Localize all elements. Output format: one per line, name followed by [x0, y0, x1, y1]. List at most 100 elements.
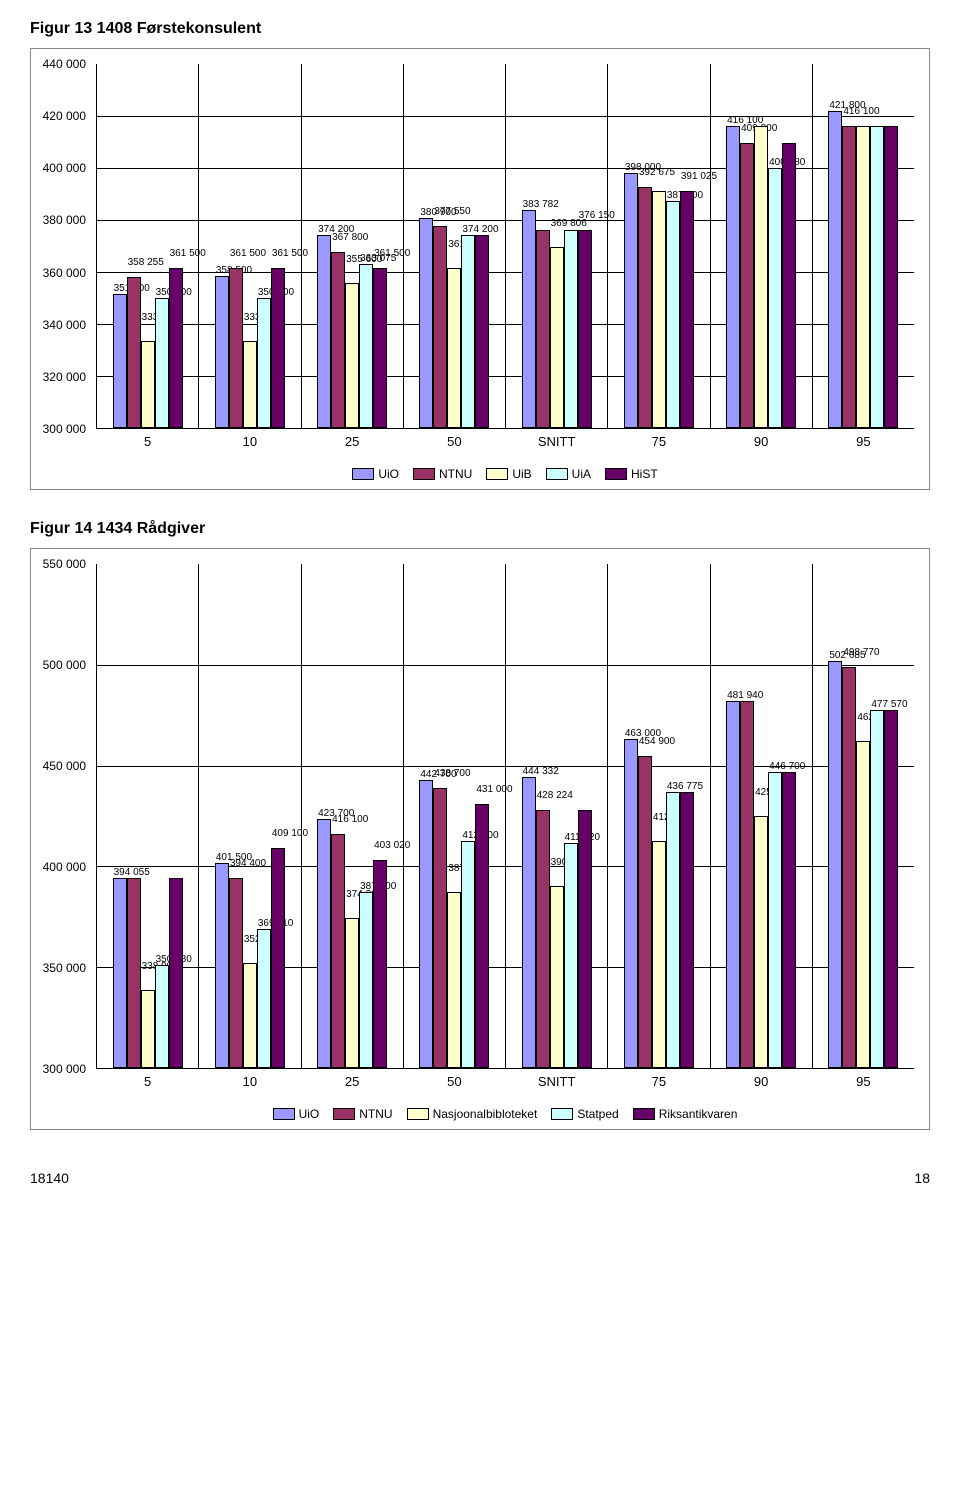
bar: 498 770 [842, 667, 856, 1068]
bar: 361 500 [447, 268, 461, 428]
bar: 333 400 [141, 341, 155, 428]
bar: 400 080 [768, 168, 782, 428]
legend-label: UiO [378, 467, 399, 481]
chart-2: 394 055338 900350 8805401 500394 400352 … [30, 548, 930, 1130]
bar [856, 126, 870, 428]
category-group: 398 000392 675387 500391 02575 [608, 64, 710, 428]
category-label: 5 [97, 428, 198, 449]
bar: 355 600 [345, 283, 359, 428]
bar: 409 100 [271, 848, 285, 1068]
category-label: 50 [404, 428, 505, 449]
y-axis-label: 450 000 [31, 759, 91, 773]
bar-value-label: 383 782 [523, 199, 559, 210]
bar: 463 000 [624, 739, 638, 1068]
bar: 438 700 [433, 788, 447, 1068]
bar-value-label: 374 200 [462, 224, 498, 235]
legend-label: Statped [577, 1107, 618, 1121]
legend-swatch [605, 468, 627, 480]
y-axis-label: 340 000 [31, 318, 91, 332]
category-label: 10 [199, 428, 300, 449]
category-group: 502 085498 770462 185477 57095 [813, 564, 914, 1068]
bar [884, 710, 898, 1068]
bar: 374 200 [345, 918, 359, 1068]
bar [475, 235, 489, 428]
category-label: 5 [97, 1068, 198, 1089]
bar: 454 900 [638, 756, 652, 1068]
bar: 350 000 [155, 298, 169, 428]
bar [782, 772, 796, 1068]
y-axis-label: 300 000 [31, 1062, 91, 1076]
category-label: 95 [813, 428, 914, 449]
bar-value-label: 392 675 [639, 167, 675, 178]
footer-right: 18 [914, 1170, 930, 1186]
bar: 428 224 [536, 810, 550, 1068]
bar [536, 230, 550, 428]
bar-value-label: 358 255 [128, 257, 164, 268]
legend: UiO NTNU UiB UiA HiST [96, 467, 914, 481]
bar [782, 143, 796, 428]
category-group: 383 782369 806376 150SNITT [506, 64, 608, 428]
bar: 352 260 [243, 963, 257, 1068]
bar: 377 550 [433, 226, 447, 428]
legend-label: Nasjoonalbibloteket [433, 1107, 538, 1121]
category-label: SNITT [506, 1068, 607, 1089]
bar-value-label: 361 500 [230, 248, 266, 259]
fig1-title: Figur 13 1408 Førstekonsulent [30, 20, 930, 38]
legend-swatch [633, 1108, 655, 1120]
bar-value-label: 367 800 [332, 232, 368, 243]
bar: 387 500 [666, 201, 680, 429]
bar: 363 075 [359, 264, 373, 428]
fig2-title: Figur 14 1434 Rådgiver [30, 520, 930, 538]
bar [740, 701, 754, 1068]
bar-value-label: 394 400 [230, 858, 266, 869]
legend-item: Statped [551, 1107, 618, 1121]
bar: 338 900 [141, 990, 155, 1068]
legend-item: NTNU [413, 467, 472, 481]
category-group: 401 500394 400352 260369 110409 10010 [199, 564, 301, 1068]
bar: 446 700 [768, 772, 782, 1068]
page-footer: 18140 18 [30, 1170, 930, 1186]
category-label: 25 [302, 1068, 403, 1089]
bar: 361 500 [271, 268, 285, 428]
bar-value-label: 428 224 [537, 790, 573, 801]
bar: 387 500 [359, 892, 373, 1068]
legend-item: HiST [605, 467, 658, 481]
bar-value-label: 498 770 [843, 647, 879, 658]
bar: 358 500 [215, 276, 229, 428]
y-axis-label: 550 000 [31, 557, 91, 571]
bar: 403 020 [373, 860, 387, 1068]
bar: 436 775 [666, 792, 680, 1068]
category-label: SNITT [506, 428, 607, 449]
y-axis-label: 380 000 [31, 213, 91, 227]
category-group: 444 332428 224390 300411 420SNITT [506, 564, 608, 1068]
bar [169, 878, 183, 1068]
y-axis-label: 400 000 [31, 161, 91, 175]
bar: 412 600 [652, 841, 666, 1068]
legend-item: UiA [546, 467, 591, 481]
bar: 391 025 [680, 191, 694, 428]
legend-label: HiST [631, 467, 658, 481]
y-axis-label: 360 000 [31, 266, 91, 280]
bar: 333 400 [243, 341, 257, 428]
bar: 358 255 [127, 277, 141, 428]
y-axis-label: 300 000 [31, 422, 91, 436]
bar [754, 126, 768, 428]
bar: 376 150 [578, 230, 592, 428]
bar: 369 110 [257, 929, 271, 1068]
category-label: 25 [302, 428, 403, 449]
bar: 390 300 [550, 886, 564, 1068]
legend-label: UiB [512, 467, 531, 481]
legend-item: Nasjoonalbibloteket [407, 1107, 538, 1121]
category-label: 75 [608, 1068, 709, 1089]
bar-value-label: 454 900 [639, 736, 675, 747]
category-group: 394 055338 900350 8805 [97, 564, 199, 1068]
category-group: 423 700416 100374 200387 500403 02025 [302, 564, 404, 1068]
bar: 361 500 [373, 268, 387, 428]
bar [680, 792, 694, 1068]
bar: 477 570 [870, 710, 884, 1068]
bar: 502 085 [828, 661, 842, 1068]
chart-1: 351 400358 255333 400350 000361 5005358 … [30, 48, 930, 490]
category-group: 481 940425 160446 70090 [711, 564, 813, 1068]
y-axis-label: 440 000 [31, 57, 91, 71]
bar: 398 000 [624, 173, 638, 428]
